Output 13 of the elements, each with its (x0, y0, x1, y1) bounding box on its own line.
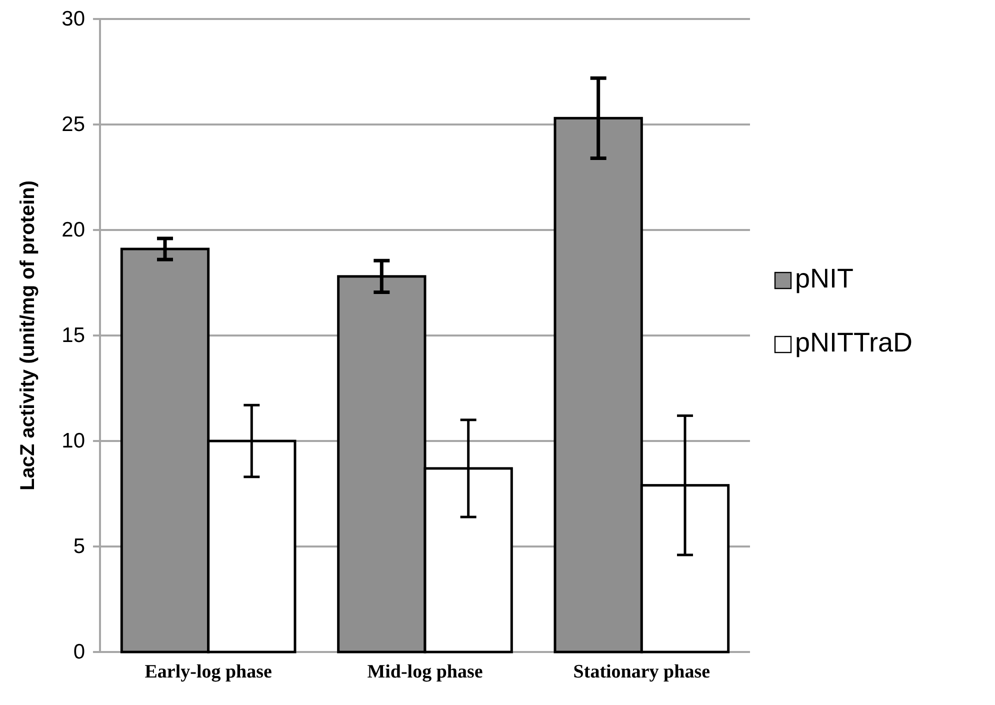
y-tick-label: 25 (62, 113, 85, 136)
x-tick-label: Mid-log phase (367, 661, 483, 682)
y-tick-label: 10 (62, 430, 85, 453)
y-tick-label: 15 (62, 324, 85, 348)
legend-label: pNITTraD (795, 328, 913, 358)
y-tick-label: 20 (62, 218, 85, 242)
y-tick-label: 5 (73, 535, 85, 558)
x-tick-label: Stationary phase (573, 661, 710, 682)
legend-label: pNIT (795, 264, 854, 294)
y-tick-label: 30 (62, 8, 85, 31)
y-tick-label: 0 (73, 640, 85, 664)
x-tick-label: Early-log phase (144, 661, 272, 682)
y-axis-title: LacZ activity (unit/mg of protein) (17, 180, 39, 491)
